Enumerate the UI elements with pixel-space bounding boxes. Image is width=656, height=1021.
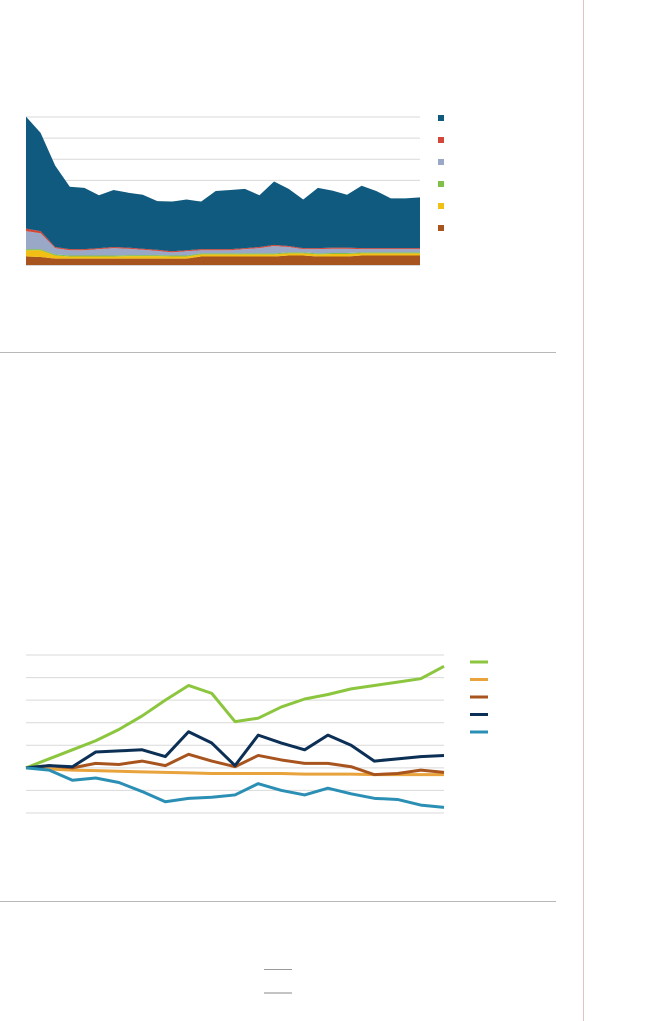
legend-swatch-0 [438,115,444,121]
area-series-5 [26,116,420,252]
area-series-3 [26,231,420,256]
area-series-1 [26,250,420,259]
stacked-area-chart [26,115,444,266]
line-series-0 [25,664,445,770]
section-divider [0,352,556,353]
legend-line-dark [264,969,292,970]
area-series-2 [26,249,420,257]
line-series-3 [25,730,445,770]
line-chart [25,654,488,814]
legend-swatch-2 [438,159,444,165]
legend-swatch-4 [438,203,444,209]
line-series-4 [25,766,445,809]
legend-swatch-3 [438,181,444,187]
right-sidebar-panel [583,0,656,1021]
legend-swatch-5 [438,225,444,231]
legend-swatch-1 [438,137,444,143]
legend-line-light [264,992,292,994]
section-divider [0,901,556,902]
area-series-0 [26,255,420,265]
